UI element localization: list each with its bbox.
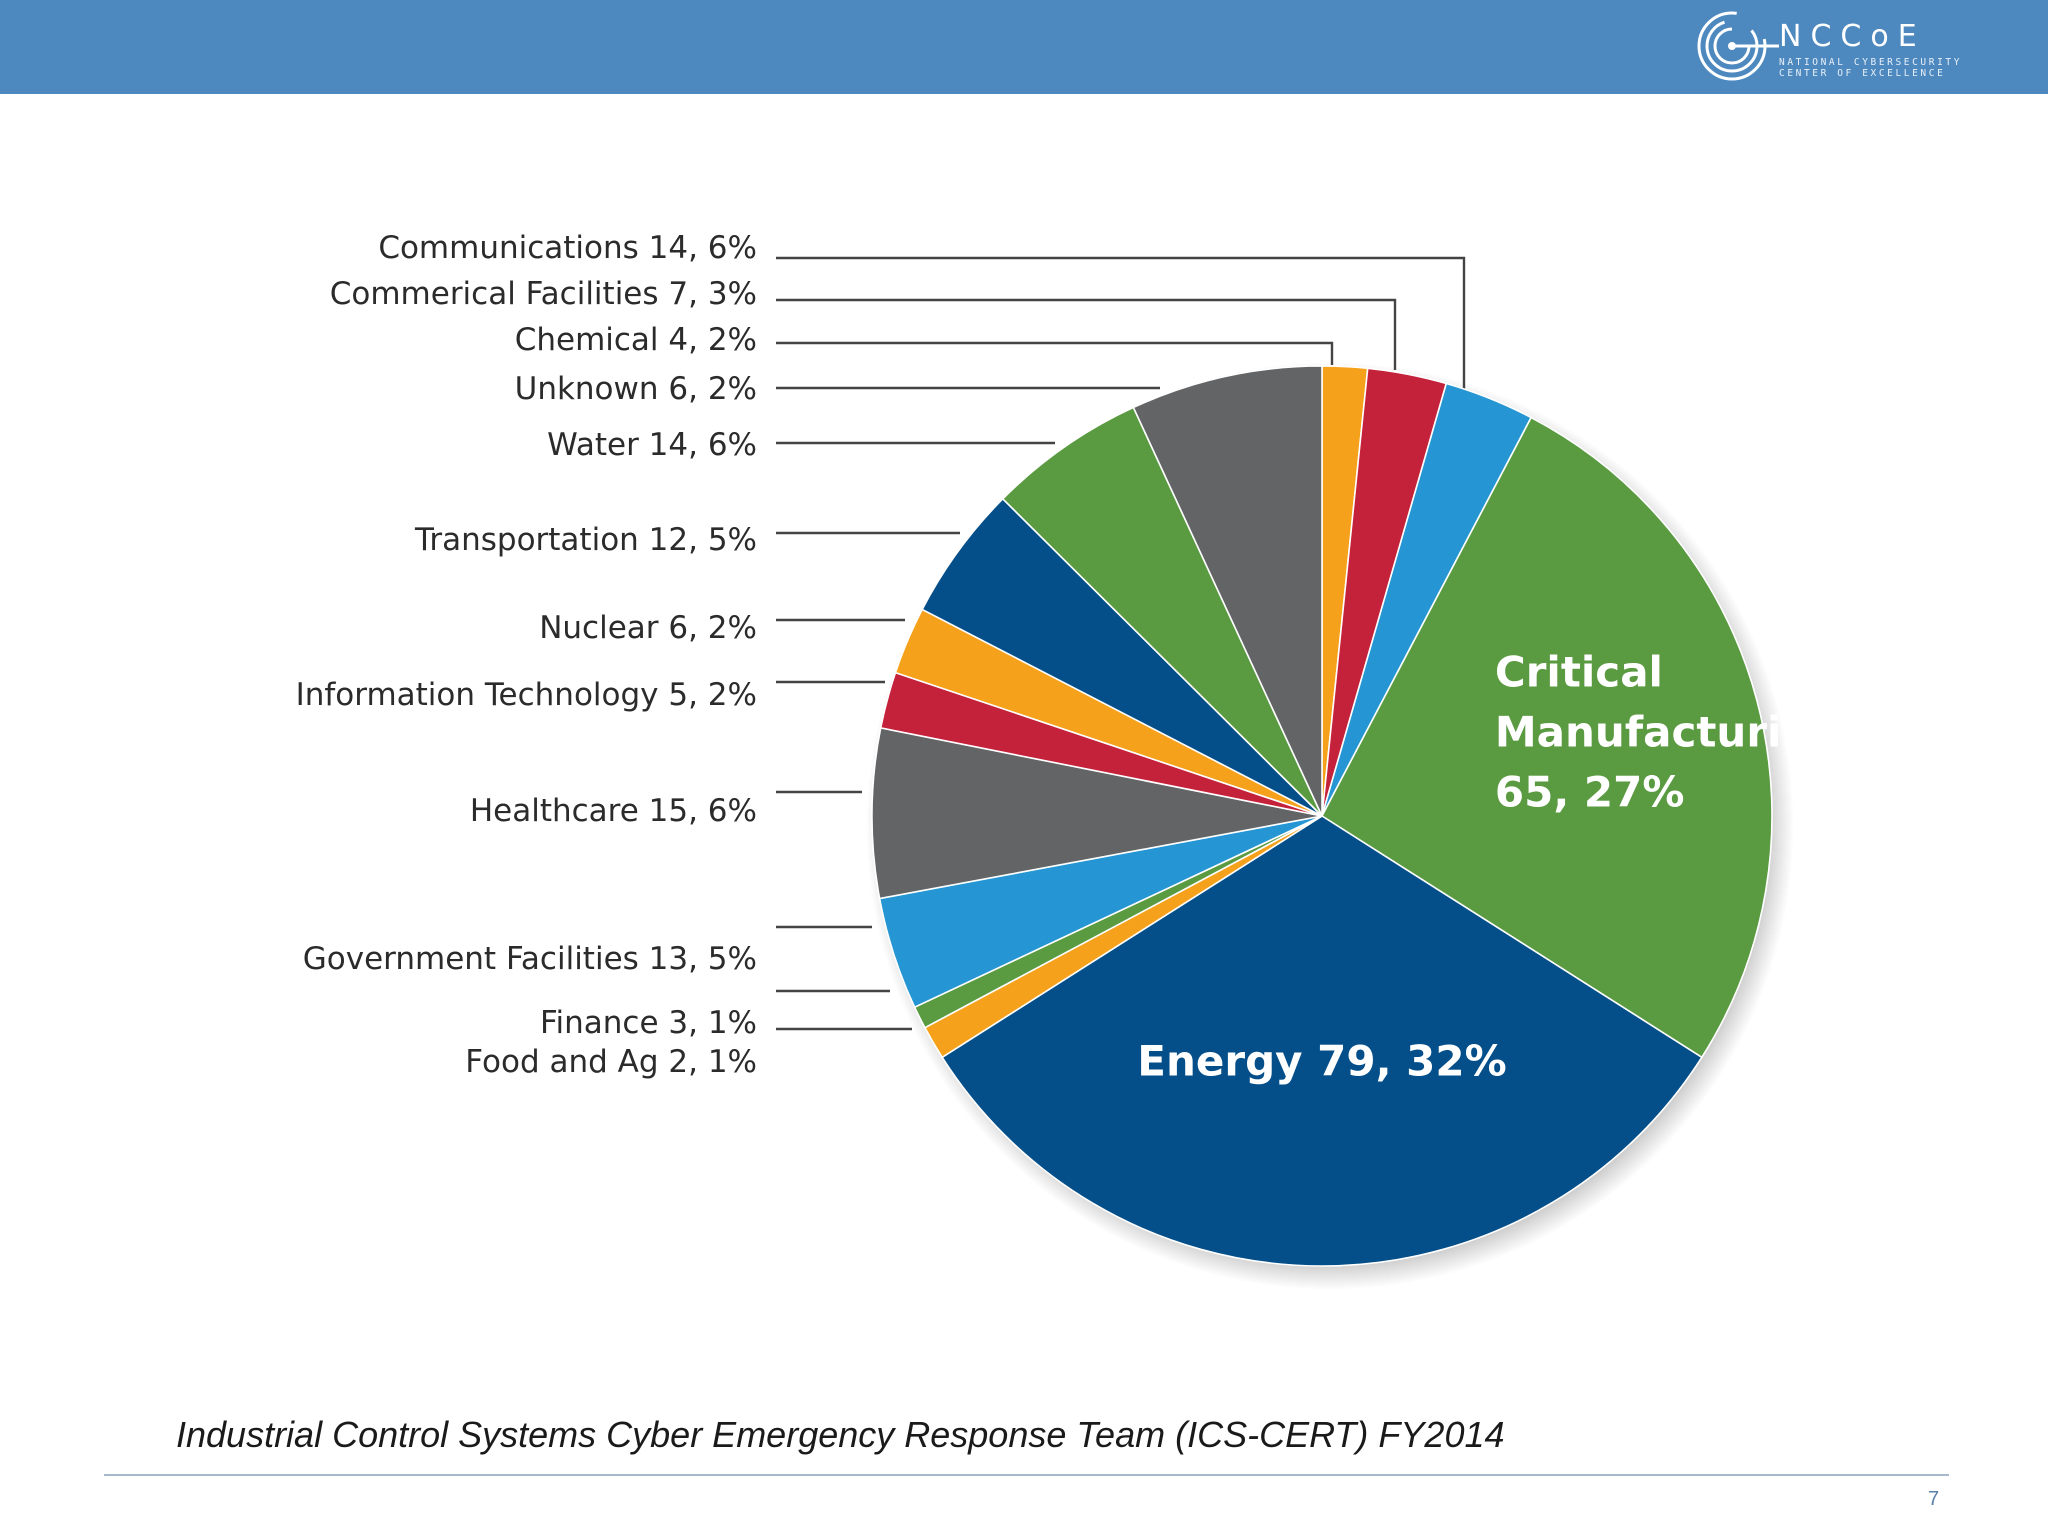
logo-subtitle-line1: NATIONAL CYBERSECURITY [1779,57,1963,68]
outside-label-communications: Communications 14, 6% [378,230,757,266]
pie-slice-unknown [1132,365,1323,817]
source-caption: Industrial Control Systems Cyber Emergen… [176,1414,1505,1455]
inside-label-energy-79-32: Energy 79, 32% [1137,1037,1506,1086]
outside-label-information-technology: Information Technology 5, 2% [296,677,757,713]
pie-slice-healthcare [871,726,1323,900]
leader-line [776,256,1466,390]
logo-wordmark: NCCoE [1779,19,1926,54]
header-bar: NCCoE NATIONAL CYBERSECURITY CENTER OF E… [0,0,2048,94]
leader-lines [776,256,1466,1031]
outside-label-healthcare: Healthcare 15, 6% [470,793,757,829]
outside-label-transportation: Transportation 12, 5% [414,522,757,558]
outside-label-finance: Finance 3, 1% [540,1005,757,1041]
logo-subtitle-line2: CENTER OF EXCELLENCE [1779,68,1946,79]
page-number: 7 [1928,1488,1940,1510]
outside-label-nuclear: Nuclear 6, 2% [539,610,757,646]
inside-label-critical: Critical [1495,647,1663,696]
pie-slice-critical-manufacturing [1320,416,1773,1059]
outside-label-unknown: Unknown 6, 2% [515,371,757,407]
outside-label-food-and-ag: Food and Ag 2, 1% [465,1044,757,1080]
outside-label-water: Water 14, 6% [547,427,757,463]
outside-label-chemical: Chemical 4, 2% [515,322,757,358]
inside-labels: Critical Manufacturing 65, 27% Energy 79, 3… [1137,647,1841,1085]
footer-divider [104,1474,1949,1476]
pie-slice-energy [941,815,1703,1267]
inside-label-65-27: 65, 27% [1495,767,1685,816]
leader-line [776,341,1334,365]
nccoe-logo: NCCoE NATIONAL CYBERSECURITY CENTER OF E… [1693,8,1959,86]
outside-labels: Communications 14, 6% Commerical Faciliti… [296,230,757,1080]
logo-circle-icon [1697,11,1779,81]
pie-slice-water [1001,406,1323,817]
outside-label-government-facilities: Government Facilities 13, 5% [303,941,757,977]
outside-label-commerical-facilities: Commerical Facilities 7, 3% [330,276,757,312]
pie-slices [871,365,1773,1267]
leader-line [776,298,1397,370]
inside-label-manufacturing: Manufacturing [1495,707,1842,756]
